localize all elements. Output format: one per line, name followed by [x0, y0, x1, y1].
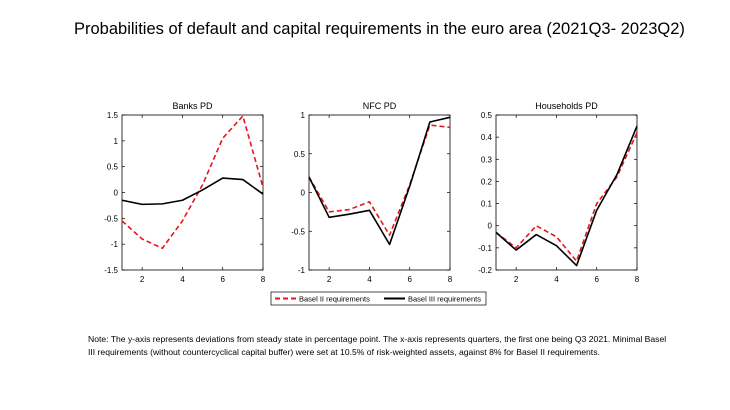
panel-banks-pd: Banks PD -1.5 -1 -0.5 0 0.5 1 1.5 2 4 6 8 [104, 101, 266, 284]
y-tick-label: -1 [298, 266, 306, 275]
chart-panels: Banks PD -1.5 -1 -0.5 0 0.5 1 1.5 2 4 6 8 NFC PD -1 -0… [104, 101, 640, 284]
chart-main-title: Probabilities of default and capital req… [74, 20, 685, 38]
x-tick-label: 8 [448, 275, 453, 284]
series-line-basel-ii [495, 132, 638, 262]
y-tick-label: 0.5 [481, 111, 493, 120]
chart-legend: Basel II requirements Basel III requirem… [270, 291, 487, 306]
x-tick-label: 8 [261, 275, 266, 284]
chart-note: Note: The y-axis represents deviations f… [88, 334, 667, 357]
y-tick-label: -0.5 [104, 214, 118, 223]
panel-title: NFC PD [363, 101, 397, 111]
x-tick-label: 2 [327, 275, 332, 284]
series-line-basel-iii [121, 177, 264, 206]
y-tick-label: 0 [301, 189, 306, 198]
y-tick-label: -0.2 [478, 266, 492, 275]
legend-box [270, 291, 487, 306]
panel-households-pd: Households PD -0.2 -0.1 0 0.1 0.2 0.3 0.4 0.5 2 4 6… [478, 101, 640, 284]
panel-title: Households PD [535, 101, 598, 111]
plot-frame [495, 114, 638, 271]
y-tick-label: 0.5 [107, 163, 119, 172]
x-tick-label: 6 [220, 275, 225, 284]
y-tick-label: 0 [114, 189, 119, 198]
y-tick-label: -0.5 [291, 227, 305, 236]
series-line-basel-iii [308, 116, 451, 246]
panel-title: Banks PD [172, 101, 213, 111]
x-tick-label: 4 [367, 275, 372, 284]
y-tick-label: 0.5 [294, 150, 306, 159]
series-line-basel-iii [495, 125, 638, 267]
y-tick-label: -1 [111, 240, 119, 249]
legend-basel2-label: Basel II requirements [299, 295, 370, 304]
x-tick-label: 4 [180, 275, 185, 284]
series-line-basel-ii [308, 124, 451, 236]
series-line-basel-ii [121, 115, 264, 250]
y-tick-label: 1 [301, 111, 306, 120]
x-tick-label: 2 [140, 275, 145, 284]
panel-nfc-pd: NFC PD -1 -0.5 0 0.5 1 2 4 6 8 [291, 101, 453, 284]
y-tick-label: 0.3 [481, 155, 493, 164]
y-tick-label: 1 [114, 137, 119, 146]
plot-frame [308, 114, 451, 271]
x-tick-label: 8 [635, 275, 640, 284]
x-tick-label: 4 [554, 275, 559, 284]
legend-basel3-label: Basel III requirements [408, 295, 481, 304]
y-tick-label: 1.5 [107, 111, 119, 120]
y-tick-label: -1.5 [104, 266, 118, 275]
plot-frame [121, 114, 264, 271]
y-tick-label: 0.1 [481, 200, 493, 209]
x-tick-label: 6 [407, 275, 412, 284]
y-tick-label: 0 [488, 222, 493, 231]
y-tick-label: 0.2 [481, 177, 493, 186]
x-tick-label: 2 [514, 275, 519, 284]
y-tick-label: -0.1 [478, 244, 492, 253]
x-tick-label: 6 [594, 275, 599, 284]
y-tick-label: 0.4 [481, 133, 493, 142]
